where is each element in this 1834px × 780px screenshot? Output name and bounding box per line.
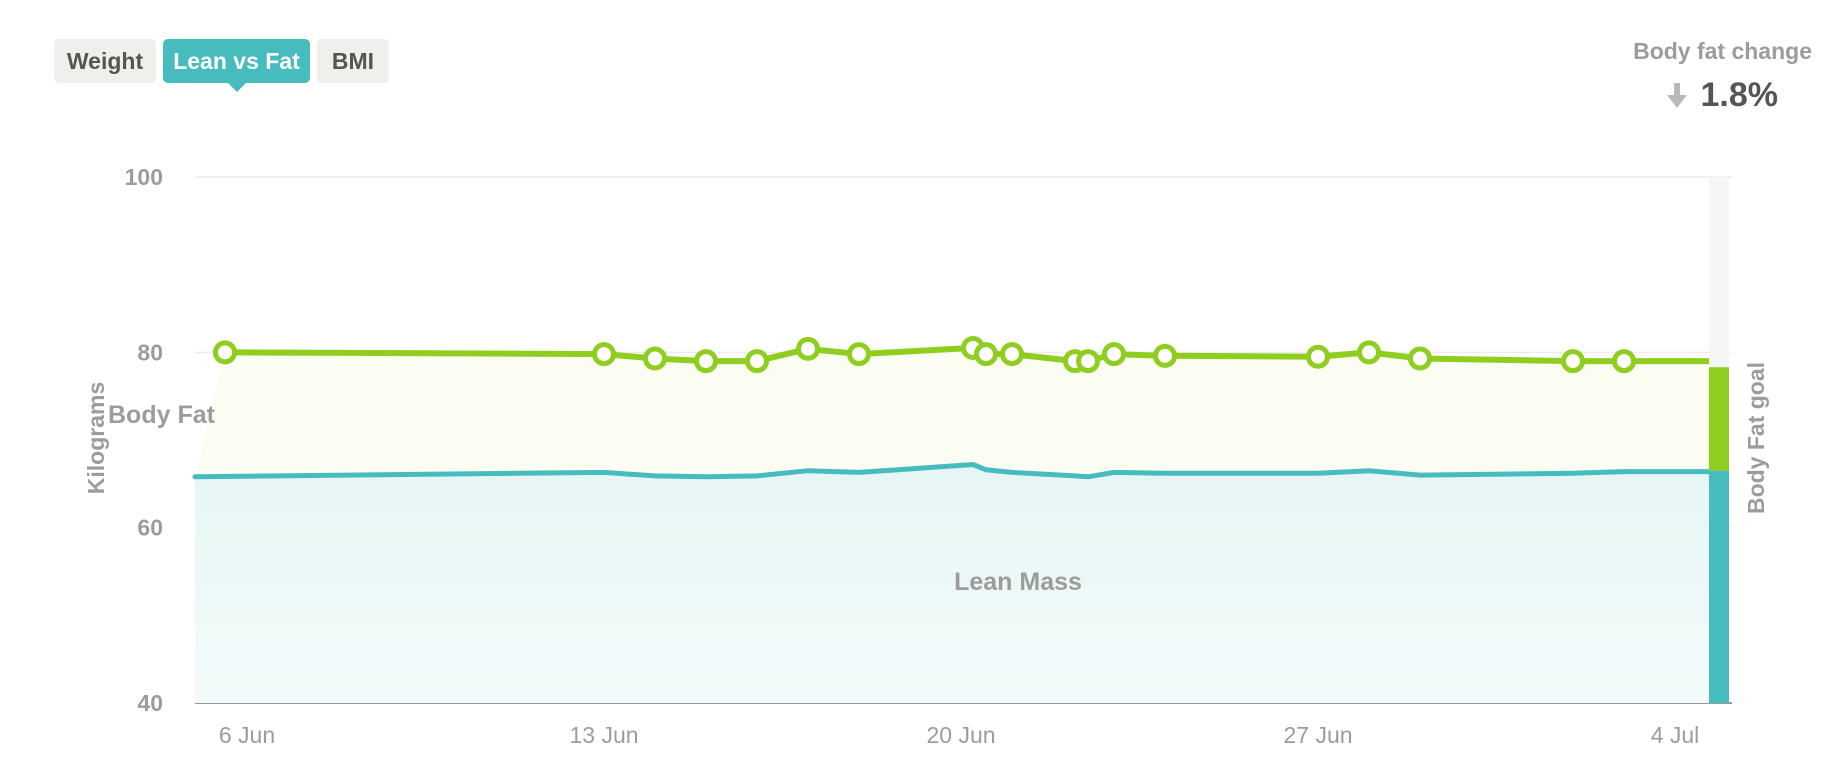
weight-point [1306,344,1330,369]
body-fat-area [195,347,1712,477]
weight-point [847,342,871,367]
tab-lean-vs-fat[interactable]: Lean vs Fat [163,39,310,92]
lean-mass-area-label: Lean Mass [954,568,1082,596]
weight-point [1076,349,1100,374]
weight-point [974,342,998,367]
body-fat-change-value: 1.8% [1700,76,1779,114]
y-tick-label: 60 [137,515,163,541]
y-tick-label: 40 [137,690,163,716]
y-tick-label: 100 [125,164,163,190]
y-axis-label: Kilograms [83,382,109,494]
x-tick-label: 27 Jun [1283,722,1352,748]
goal-label: Body Fat goal [1743,362,1769,514]
weight-point [1102,342,1126,367]
lean-mass-area [195,464,1712,703]
x-tick-label: 20 Jun [926,722,995,748]
weight-point [796,336,820,361]
weight-point [745,349,769,374]
weight-point [643,346,667,371]
weight-point [1153,343,1177,368]
body-fat-change-label: Body fat change [1633,38,1812,64]
body-fat-area-label: Body Fat [108,401,216,429]
goal-lean-segment [1709,470,1729,703]
weight-point [1561,349,1585,374]
weight-point [592,342,616,367]
body-fat-change-summary: Body fat change 1.8% [1602,38,1812,117]
weight-point [1000,342,1024,367]
tab-weight[interactable]: Weight [54,39,156,83]
lean-mass-line [192,462,1715,480]
weight-point [213,340,237,365]
tab-lean-vs-fat-label: Lean vs Fat [173,48,300,74]
x-tick-label: 4 Jul [1651,722,1700,748]
tab-bmi[interactable]: BMI [317,39,389,83]
weight-point [1408,346,1432,371]
x-tick-label: 6 Jun [219,722,275,748]
weight-point [694,349,718,374]
arrow-down-icon [1667,83,1687,108]
x-tick-label: 13 Jun [569,722,638,748]
active-tab-pointer [227,83,246,92]
weight-point [1357,340,1381,365]
goal-fat-segment [1709,367,1729,471]
weight-point [1612,349,1636,374]
y-tick-label: 80 [137,339,163,365]
